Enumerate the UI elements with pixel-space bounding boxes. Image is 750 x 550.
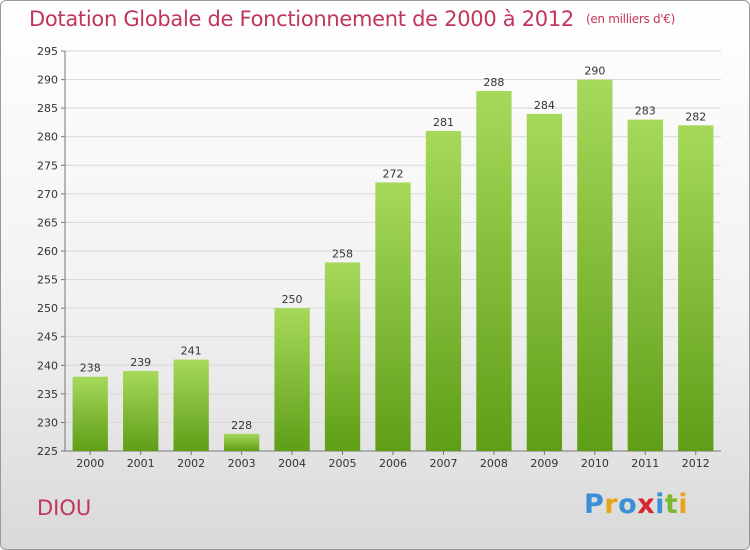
y-tick-label: 275 [37,159,58,172]
commune-name: DIOU [37,496,92,520]
logo-letter: r [604,489,619,520]
y-tick-label: 235 [37,388,58,401]
x-tick-label: 2003 [228,457,256,470]
bar [223,433,260,451]
y-tick-label: 285 [37,102,58,115]
y-tick-label: 260 [37,245,58,258]
labels: 238 2000 239 2001 241 2002 228 2003 250 2004 258 20… [76,65,710,470]
bar-value-label: 282 [685,110,706,123]
logo-letter: t [664,489,679,520]
proxiti-logo[interactable]: Proxiti [584,489,688,520]
logo-letter: P [584,489,605,520]
bar-value-label: 239 [130,356,151,369]
bar-value-label: 283 [635,105,656,118]
bar [274,308,310,451]
x-tick-label: 2009 [530,457,558,470]
bar-value-label: 281 [433,116,454,129]
y-tick-label: 280 [37,131,58,144]
y-tick-label: 255 [37,274,58,287]
logo-letter: o [618,489,638,520]
bars [72,79,714,452]
bar [375,182,411,451]
chart-unit: (en milliers d'€) [585,12,675,26]
bar-value-label: 250 [282,293,303,306]
x-tick-label: 2007 [429,457,457,470]
bar-value-label: 284 [534,99,555,112]
bar [324,262,361,451]
bar-value-label: 288 [483,76,504,89]
bar-value-label: 272 [383,167,404,180]
x-tick-label: 2012 [682,457,710,470]
logo-letter: i [655,489,665,520]
bar-value-label: 258 [332,247,353,260]
bar [577,79,613,452]
x-tick-label: 2000 [76,457,104,470]
x-tick-label: 2001 [127,457,155,470]
bar [72,376,108,451]
x-tick-label: 2004 [278,457,306,470]
x-tick-label: 2011 [631,457,659,470]
y-tick-label: 230 [37,416,58,429]
y-tick-label: 250 [37,302,58,315]
x-tick-label: 2008 [480,457,508,470]
x-tick-label: 2002 [177,457,205,470]
logo-letter: x [637,489,656,520]
x-tick-label: 2005 [329,457,357,470]
y-tick-label: 240 [37,359,58,372]
bar-value-label: 228 [231,419,252,432]
y-tick-label: 290 [37,74,58,87]
bar-value-label: 238 [80,362,101,375]
x-tick-label: 2006 [379,457,407,470]
bar [476,91,512,451]
bar [678,125,714,452]
bar-value-label: 241 [181,345,202,358]
chart-title: Dotation Globale de Fonctionnement de 20… [29,7,675,31]
logo-letter: i [678,489,689,520]
y-tick-label: 225 [37,445,58,458]
bar-value-label: 290 [584,65,605,78]
chart-title-text: Dotation Globale de Fonctionnement de 20… [29,7,574,31]
bar [526,113,563,451]
bar [173,359,209,451]
y-tick-label: 270 [37,188,58,201]
bar [425,131,462,451]
bar [627,119,663,452]
x-tick-label: 2010 [581,457,609,470]
bar [123,371,159,451]
y-tick-label: 265 [37,216,58,229]
y-tick-label: 295 [37,45,58,58]
y-tick-label: 245 [37,331,58,344]
